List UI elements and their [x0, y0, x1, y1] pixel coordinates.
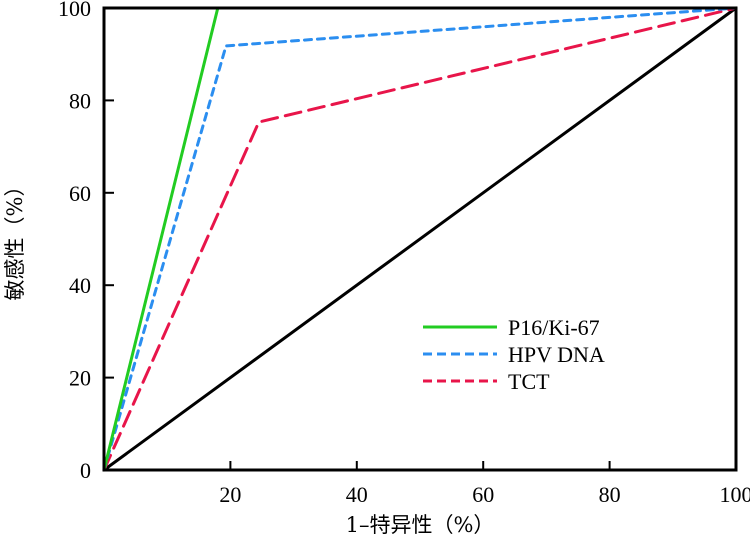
- y-tick-label: 20: [69, 366, 91, 391]
- series-line-hpv-dna: [102, 6, 738, 472]
- series-line-tct: [102, 6, 738, 472]
- x-tick-label: 80: [599, 482, 621, 507]
- plot-frame: [102, 6, 738, 472]
- legend-label: TCT: [508, 369, 550, 394]
- legend-label: P16/Ki-67: [508, 315, 600, 340]
- x-axis-title: 1–特异性（%）: [346, 513, 495, 537]
- series-line-reference: [102, 6, 738, 472]
- y-tick-label: 40: [69, 273, 91, 298]
- series-line-p16-ki-67: [102, 6, 220, 472]
- y-tick-label: 80: [69, 88, 91, 113]
- x-tick-label: 40: [346, 482, 368, 507]
- axes-layer: [102, 6, 738, 472]
- y-tick-label: 100: [58, 0, 91, 21]
- x-tick-label: 100: [720, 482, 750, 507]
- x-tick-label: 20: [219, 482, 241, 507]
- y-tick-label: 0: [80, 458, 91, 483]
- y-axis-title: 敏感性（%）: [3, 176, 27, 301]
- ticks-layer: 20 40 60 80 100 0 20 40 60 80 100: [58, 0, 750, 507]
- series-layer: [102, 6, 738, 472]
- legend-label: HPV DNA: [508, 342, 605, 367]
- y-tick-label: 60: [69, 181, 91, 206]
- x-tick-label: 60: [472, 482, 494, 507]
